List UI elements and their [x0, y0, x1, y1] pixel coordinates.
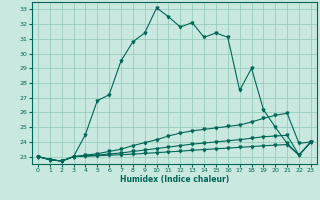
X-axis label: Humidex (Indice chaleur): Humidex (Indice chaleur) — [120, 175, 229, 184]
